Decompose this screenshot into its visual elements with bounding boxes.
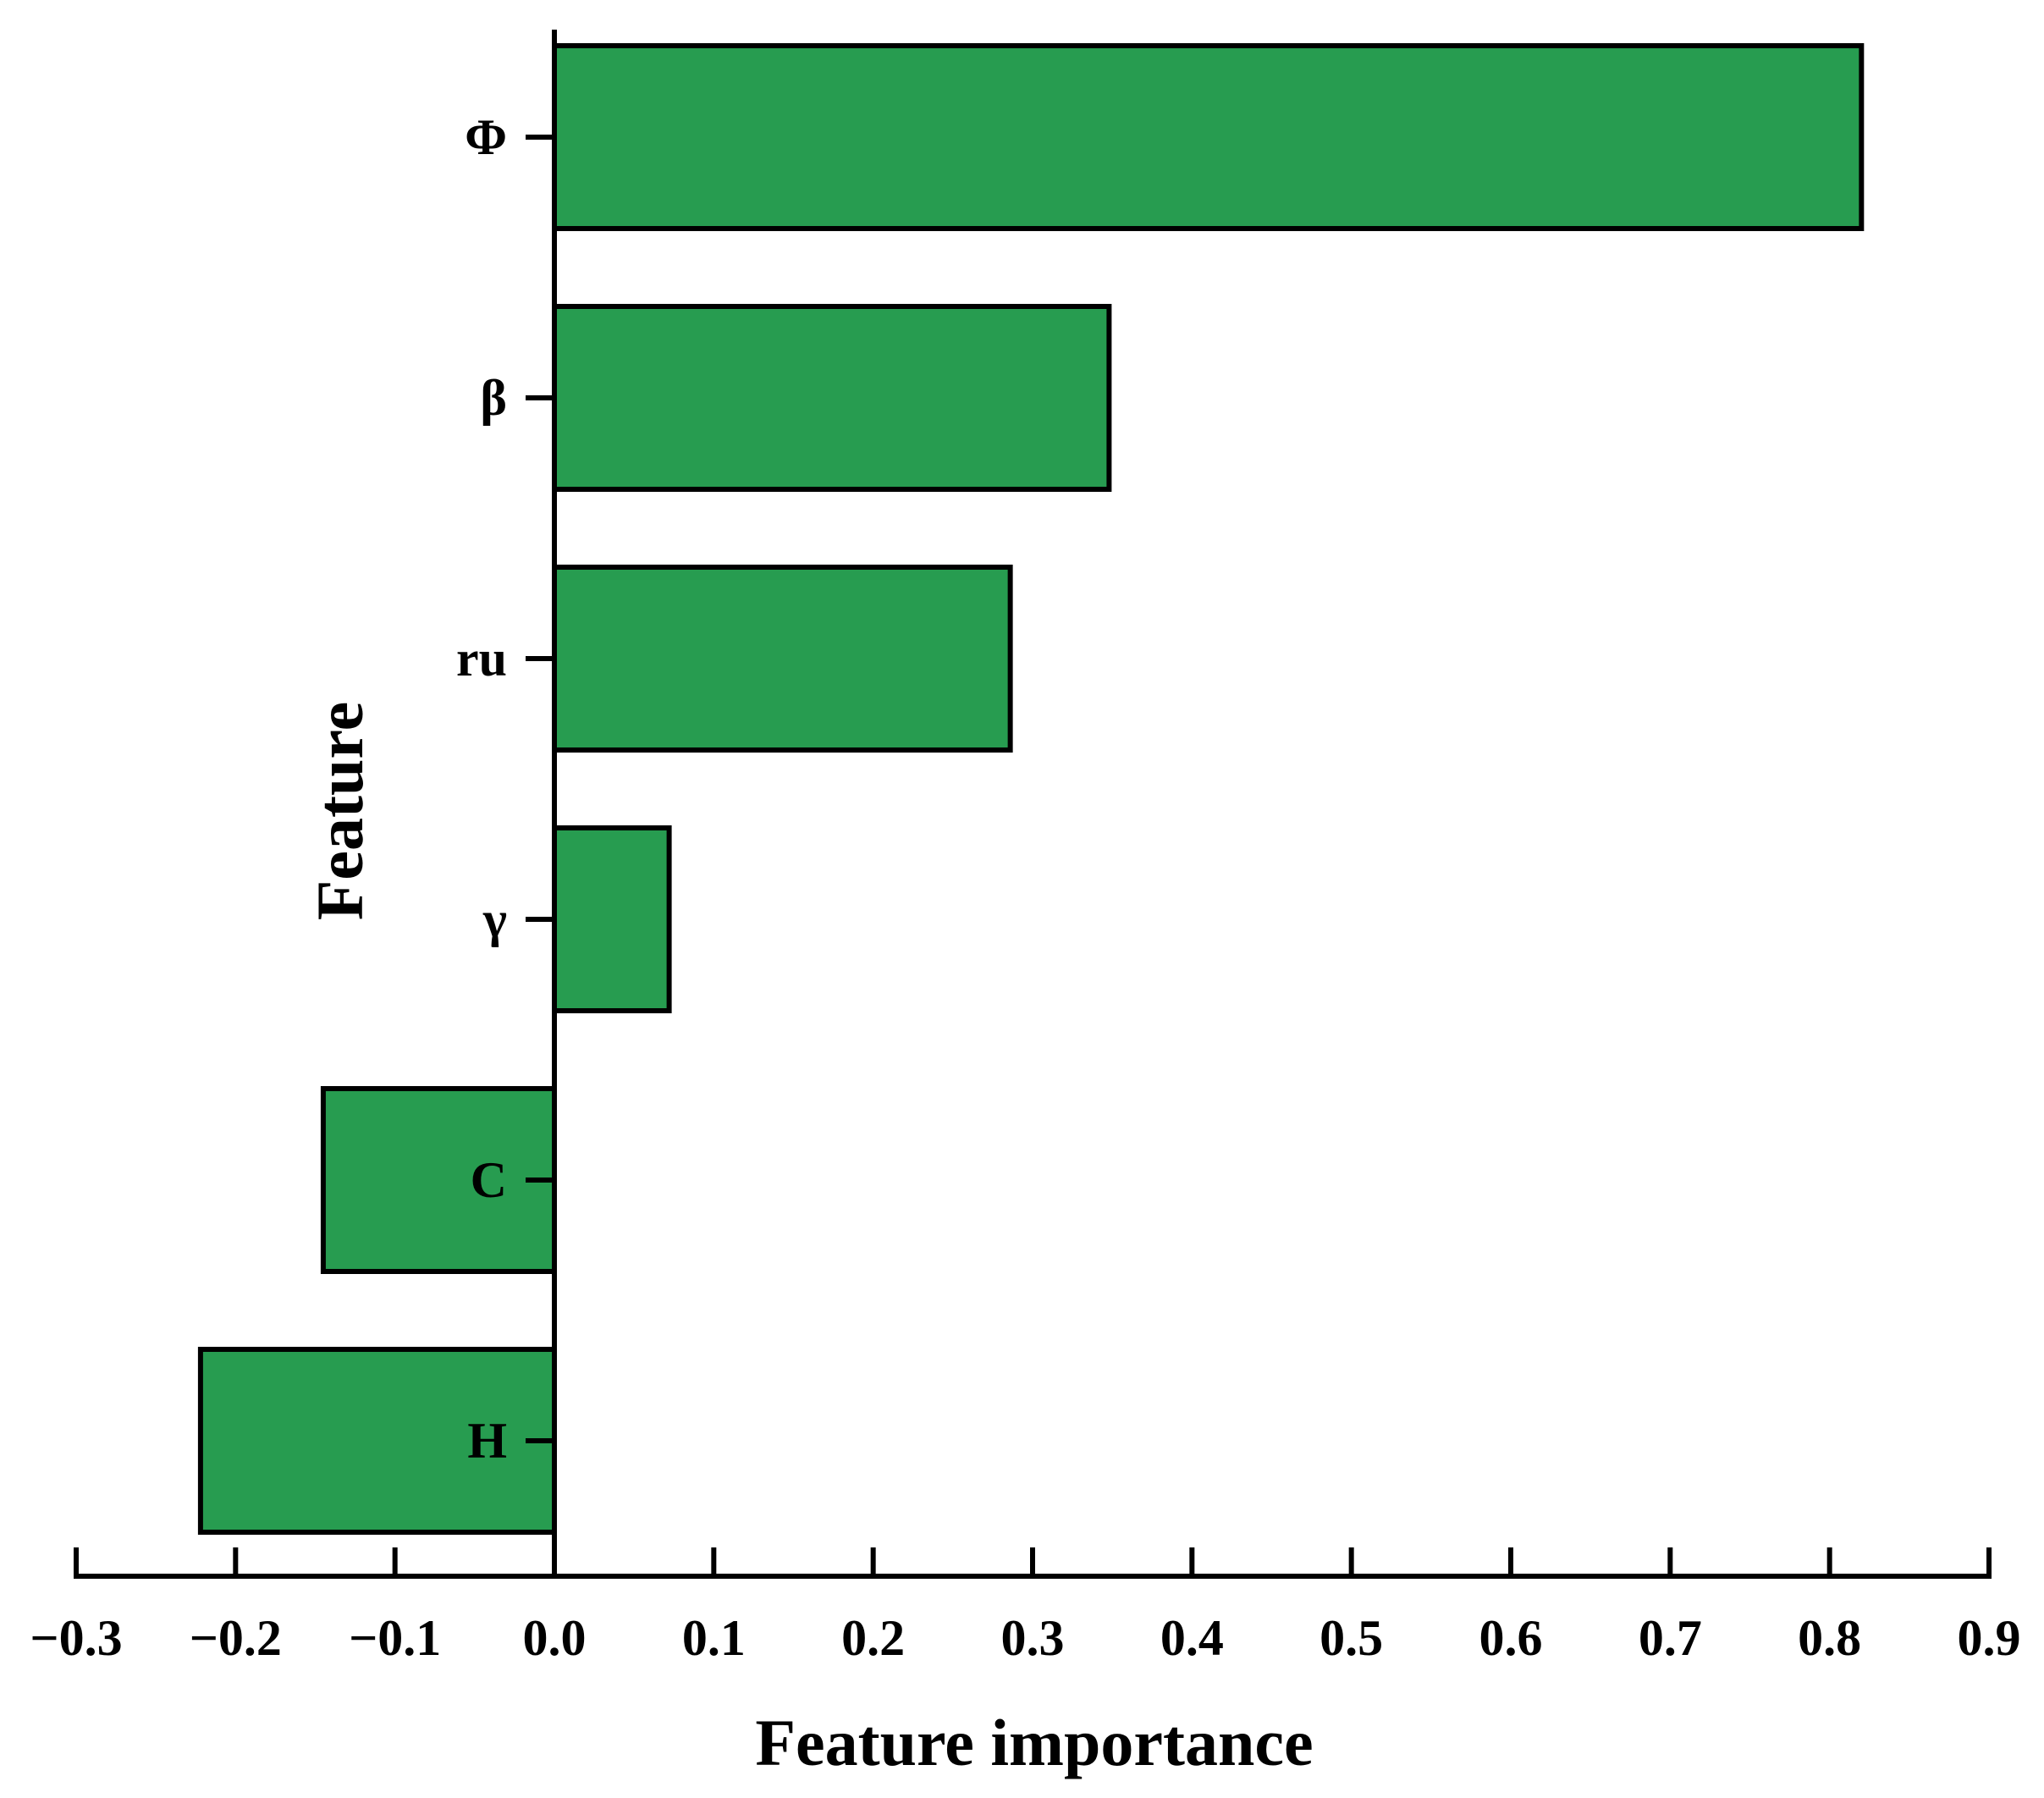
x-axis-title: Feature importance — [755, 1706, 1313, 1779]
x-ticks: −0.3 −0.2 −0.1 0.0 0.1 0.2 0.3 0.4 0.5 0.6 0.7 0.8 0… — [30, 1547, 2021, 1666]
x-tick-label: 0.6 — [1479, 1610, 1543, 1666]
bar-2 — [552, 565, 1013, 753]
y-ticks: Φβ ru γ C H — [456, 109, 554, 1469]
bars-layer — [197, 43, 1865, 1535]
x-tick-label: 0.4 — [1160, 1610, 1224, 1666]
x-tick-label: 0.8 — [1798, 1610, 1861, 1666]
x-tick-label: −0.3 — [30, 1610, 122, 1666]
x-tick-label: 0.2 — [841, 1610, 905, 1666]
bar-1 — [552, 304, 1112, 492]
bar-3 — [552, 825, 672, 1013]
x-tick-label: 0.1 — [682, 1610, 746, 1666]
y-tick-label: γ — [482, 891, 507, 947]
x-tick-label: −0.1 — [349, 1610, 441, 1666]
x-tick-label: 0.9 — [1958, 1610, 2021, 1666]
y-tick-label: Φ — [465, 109, 507, 165]
y-tick-label: H — [467, 1413, 507, 1469]
x-tick-label: 0.7 — [1639, 1610, 1702, 1666]
bar-4 — [320, 1086, 557, 1274]
x-tick-label: 0.5 — [1320, 1610, 1383, 1666]
y-axis-title: Feature — [303, 702, 377, 920]
bar-5 — [197, 1347, 557, 1535]
y-tick-label: β — [480, 370, 507, 426]
y-tick-label: ru — [456, 631, 507, 687]
x-tick-label: 0.0 — [523, 1610, 587, 1666]
x-tick-label: 0.3 — [1001, 1610, 1065, 1666]
bar-0 — [552, 43, 1865, 231]
y-tick-label: C — [471, 1152, 507, 1208]
x-tick-label: −0.2 — [190, 1610, 282, 1666]
